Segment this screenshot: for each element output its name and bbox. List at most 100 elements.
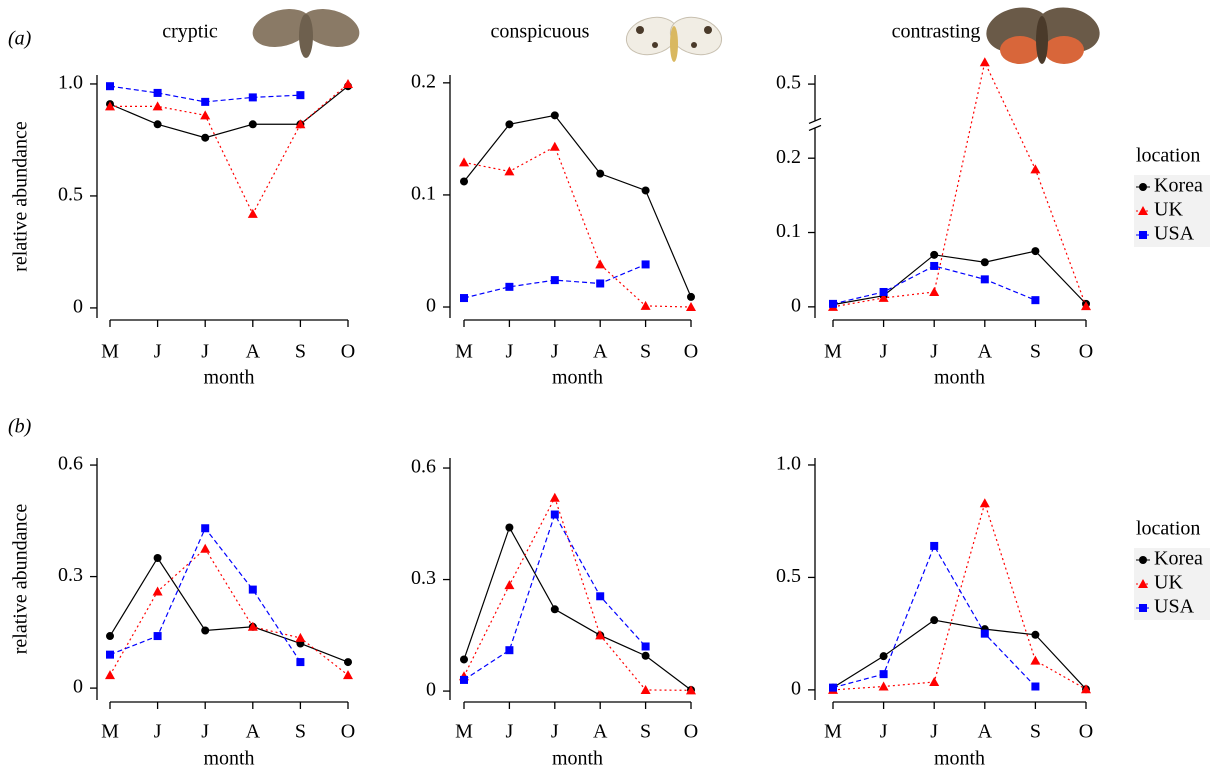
point bbox=[201, 134, 209, 142]
point bbox=[459, 157, 469, 166]
y-tick-label: 0 bbox=[791, 294, 801, 316]
moth-conspicuous bbox=[622, 12, 726, 62]
point bbox=[551, 511, 559, 519]
x-axis-label: month bbox=[552, 367, 603, 389]
x-tick-label: A bbox=[593, 341, 608, 363]
point bbox=[595, 259, 605, 268]
point bbox=[296, 91, 304, 99]
legend-title: location bbox=[1136, 518, 1200, 540]
y-tick-label: 1.0 bbox=[58, 72, 83, 94]
point bbox=[642, 260, 650, 268]
point bbox=[981, 275, 989, 283]
y-tick-label: 0 bbox=[791, 677, 801, 699]
y-tick-label: 0.1 bbox=[411, 183, 436, 205]
y-tick-label: 0.3 bbox=[58, 564, 83, 586]
point bbox=[880, 652, 888, 660]
point bbox=[153, 101, 163, 110]
point bbox=[829, 300, 837, 308]
y-tick-label: 0.2 bbox=[776, 146, 801, 168]
legend-label: USA bbox=[1154, 223, 1195, 245]
x-tick-label: S bbox=[640, 341, 651, 363]
panel: 00.10.20.5MJJASOmonthcontrastinglocation… bbox=[776, 21, 1210, 389]
point bbox=[505, 646, 513, 654]
x-axis-label: month bbox=[552, 748, 603, 770]
x-axis-label: month bbox=[934, 367, 985, 389]
x-tick-label: S bbox=[295, 341, 306, 363]
point bbox=[343, 670, 353, 679]
point bbox=[343, 79, 353, 88]
legend-label: Korea bbox=[1154, 548, 1203, 570]
panel: 00.30.6MJJASOmonth bbox=[411, 456, 698, 770]
point bbox=[1031, 683, 1039, 691]
legend-label: UK bbox=[1154, 572, 1183, 594]
y-tick-label: 0 bbox=[426, 295, 436, 317]
legend-label: USA bbox=[1154, 596, 1195, 618]
point bbox=[249, 93, 257, 101]
x-tick-label: J bbox=[154, 721, 162, 743]
x-tick-label: J bbox=[880, 721, 888, 743]
legend-label: Korea bbox=[1154, 175, 1203, 197]
x-tick-label: M bbox=[455, 341, 473, 363]
x-tick-label: S bbox=[640, 721, 651, 743]
y-tick-label: 0.3 bbox=[411, 567, 436, 589]
point bbox=[460, 177, 468, 185]
x-tick-label: M bbox=[101, 341, 119, 363]
x-tick-label: M bbox=[101, 721, 119, 743]
series-line bbox=[464, 515, 646, 680]
point bbox=[1031, 631, 1039, 639]
y-tick-label: 0.2 bbox=[411, 70, 436, 92]
point bbox=[551, 605, 559, 613]
x-tick-label: S bbox=[295, 721, 306, 743]
y-tick-label: 0.1 bbox=[776, 220, 801, 242]
point bbox=[880, 288, 888, 296]
point bbox=[687, 293, 695, 301]
point bbox=[1030, 656, 1040, 665]
point bbox=[930, 542, 938, 550]
point bbox=[880, 670, 888, 678]
point bbox=[642, 642, 650, 650]
point bbox=[504, 166, 514, 175]
series-line bbox=[464, 498, 691, 691]
x-tick-label: A bbox=[246, 721, 261, 743]
y-tick-label: 0.6 bbox=[58, 453, 83, 475]
y-tick-label: 0.6 bbox=[411, 456, 436, 478]
point bbox=[1031, 296, 1039, 304]
x-tick-label: J bbox=[506, 341, 514, 363]
y-tick-label: 0.5 bbox=[776, 565, 801, 587]
point bbox=[1139, 604, 1147, 612]
y-tick-label: 0.5 bbox=[58, 184, 83, 206]
x-tick-label: J bbox=[880, 341, 888, 363]
point bbox=[249, 120, 257, 128]
y-tick-label: 0 bbox=[73, 676, 83, 698]
x-tick-label: A bbox=[246, 341, 261, 363]
point bbox=[981, 630, 989, 638]
point bbox=[460, 294, 468, 302]
point bbox=[1031, 247, 1039, 255]
x-tick-label: A bbox=[978, 341, 993, 363]
point bbox=[930, 262, 938, 270]
legend-title: location bbox=[1136, 145, 1200, 167]
point bbox=[929, 677, 939, 686]
panel-title: conspicuous bbox=[491, 21, 590, 43]
point bbox=[106, 82, 114, 90]
moth-cryptic bbox=[248, 3, 363, 58]
point bbox=[929, 287, 939, 296]
point bbox=[550, 142, 560, 151]
series-line bbox=[833, 503, 1086, 690]
y-tick-label: 0 bbox=[73, 296, 83, 318]
point bbox=[879, 682, 889, 691]
x-axis-label: month bbox=[203, 748, 254, 770]
point bbox=[201, 626, 209, 634]
series-line bbox=[464, 147, 691, 307]
point bbox=[200, 110, 210, 119]
point bbox=[460, 655, 468, 663]
y-tick-label: 1.0 bbox=[776, 453, 801, 475]
x-tick-label: M bbox=[824, 721, 842, 743]
point bbox=[551, 111, 559, 119]
series-line bbox=[110, 549, 348, 675]
panel-title: contrasting bbox=[892, 21, 981, 43]
legend-label: UK bbox=[1154, 199, 1183, 221]
point bbox=[550, 493, 560, 502]
